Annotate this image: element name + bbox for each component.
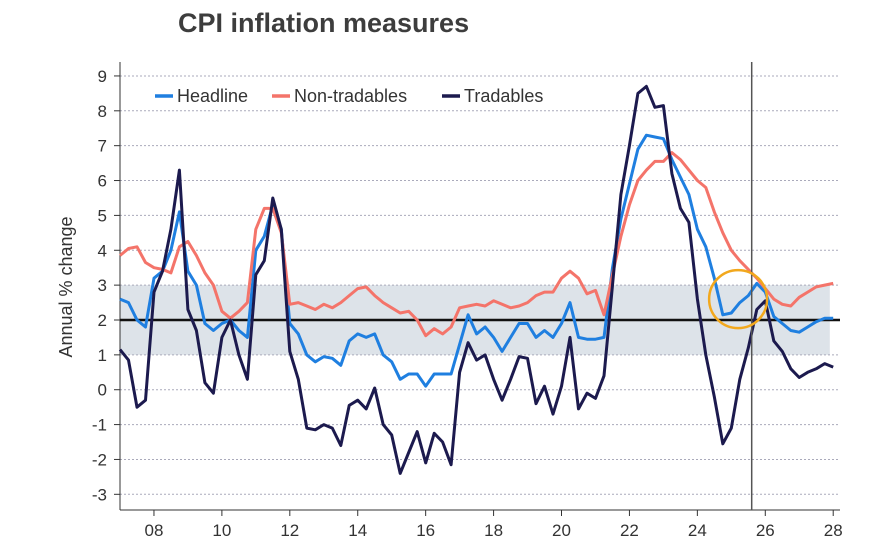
legend-label: Tradables [464, 86, 543, 106]
y-axis-label: Annual % change [56, 216, 76, 357]
x-tick-label: 22 [620, 521, 639, 540]
x-tick-label: 26 [756, 521, 775, 540]
y-tick-label: 0 [98, 381, 107, 400]
series-line-non-tradables [119, 151, 834, 338]
y-tick-label: 4 [98, 241, 107, 260]
y-tick-label: -2 [92, 450, 107, 469]
y-tick-label: 2 [98, 311, 107, 330]
x-tick-label: 28 [824, 521, 843, 540]
y-tick-label: 7 [98, 137, 107, 156]
y-tick-label: 9 [98, 67, 107, 86]
x-tick-label: 20 [552, 521, 571, 540]
y-tick-label: 3 [98, 276, 107, 295]
x-tick-label: 10 [212, 521, 231, 540]
x-tick-label: 18 [484, 521, 503, 540]
legend-label: Headline [177, 86, 248, 106]
y-tick-label: -1 [92, 416, 107, 435]
y-tick-label: 8 [98, 102, 107, 121]
x-tick-label: 12 [280, 521, 299, 540]
series-line-headline [119, 133, 834, 388]
y-tick-label: 6 [98, 172, 107, 191]
chart-title: CPI inflation measures [178, 8, 470, 38]
y-tick-label: 5 [98, 206, 107, 225]
x-tick-label: 08 [145, 521, 164, 540]
x-tick-label: 16 [416, 521, 435, 540]
highlight-circle [707, 268, 769, 330]
y-tick-label: -3 [92, 485, 107, 504]
x-tick-label: 14 [348, 521, 367, 540]
series-line-tradables [118, 84, 834, 475]
legend-label: Non-tradables [294, 86, 407, 106]
x-tick-label: 24 [688, 521, 707, 540]
y-tick-label: 1 [98, 346, 107, 365]
